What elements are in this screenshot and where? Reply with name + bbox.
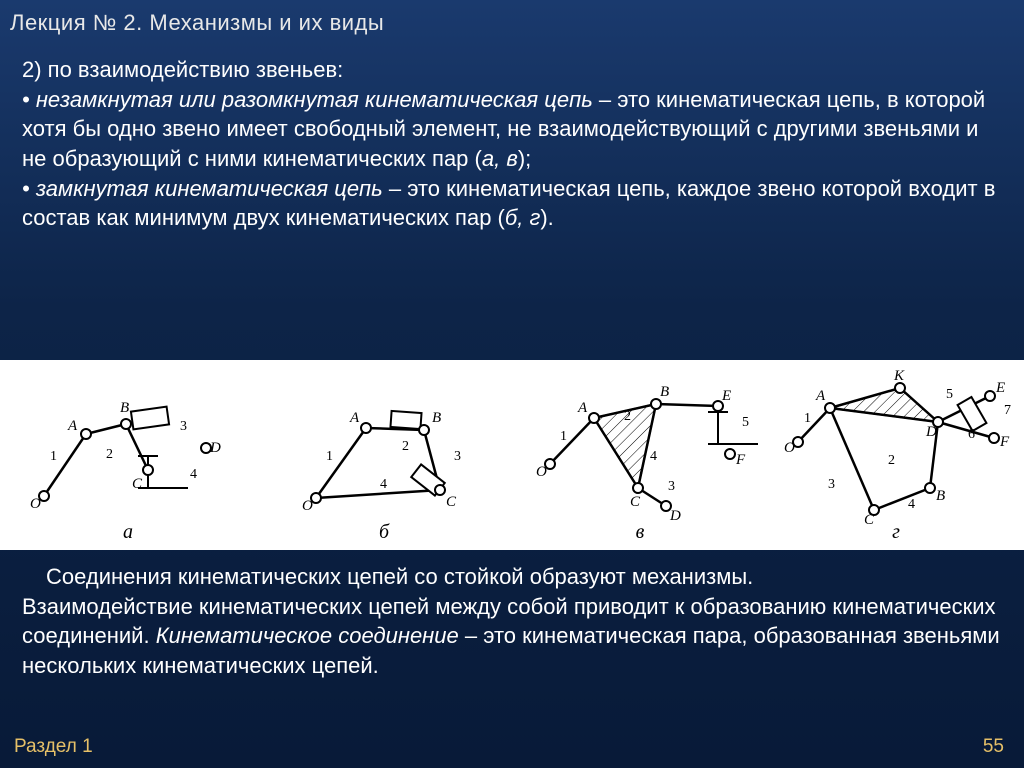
svg-text:4: 4 xyxy=(650,449,657,464)
svg-text:C: C xyxy=(446,494,457,510)
svg-text:6: 6 xyxy=(968,427,975,442)
svg-text:4: 4 xyxy=(380,477,387,492)
bullet2-end: ). xyxy=(540,205,553,230)
diagram-strip: OABCD1234 а OABC1234 б OABCDEF12345 в OA… xyxy=(0,360,1024,550)
svg-text:4: 4 xyxy=(908,497,915,512)
footer-section: Раздел 1 xyxy=(14,736,93,758)
svg-text:C: C xyxy=(132,476,143,492)
page-title: Лекция № 2. Механизмы и их виды xyxy=(10,10,384,36)
svg-text:O: O xyxy=(536,464,547,480)
svg-text:A: A xyxy=(349,410,360,426)
main-text: 2) по взаимодействию звеньев: • незамкну… xyxy=(22,55,1002,233)
bullet-1: • незамкнутая или разомкнутая кинематиче… xyxy=(22,85,1002,174)
svg-text:D: D xyxy=(925,424,937,440)
svg-text:K: K xyxy=(893,368,905,384)
svg-text:5: 5 xyxy=(742,415,749,430)
svg-text:1: 1 xyxy=(804,411,811,426)
bottom-p2-term: Кинематическое соединение xyxy=(156,623,459,648)
diagram-label-c: в xyxy=(636,521,645,544)
bullet1-term: • незамкнутая или разомкнутая кинематиче… xyxy=(22,87,593,112)
bottom-text: Соединения кинематических цепей со стойк… xyxy=(22,562,1002,681)
bullet1-refs: а, в xyxy=(482,146,518,171)
svg-text:F: F xyxy=(735,452,746,468)
svg-text:3: 3 xyxy=(828,477,835,492)
bullet-2: • замкнутая кинематическая цепь – это ки… xyxy=(22,174,1002,233)
bottom-p2: Взаимодействие кинематических цепей межд… xyxy=(22,592,1002,681)
svg-text:2: 2 xyxy=(106,447,113,462)
svg-text:1: 1 xyxy=(326,449,333,464)
svg-text:2: 2 xyxy=(402,439,409,454)
svg-text:O: O xyxy=(30,496,41,512)
svg-text:3: 3 xyxy=(454,449,461,464)
svg-text:A: A xyxy=(577,400,588,416)
bullet2-term: • замкнутая кинематическая цепь xyxy=(22,176,383,201)
diagram-b: O A B C 1 2 3 4 б xyxy=(256,360,512,550)
intro-line: 2) по взаимодействию звеньев: xyxy=(22,55,1002,85)
svg-text:2: 2 xyxy=(624,409,631,424)
svg-text:7: 7 xyxy=(1004,403,1011,418)
svg-text:D: D xyxy=(669,508,681,524)
svg-text:E: E xyxy=(721,388,731,404)
svg-text:5: 5 xyxy=(946,387,953,402)
svg-text:1: 1 xyxy=(50,449,57,464)
svg-text:4: 4 xyxy=(190,467,197,482)
diagram-a: O A B C D 1 2 3 4 а xyxy=(0,360,256,550)
svg-text:F: F xyxy=(999,434,1010,450)
svg-text:2: 2 xyxy=(888,453,895,468)
diagram-label-a: а xyxy=(123,521,133,544)
svg-text:B: B xyxy=(120,400,129,416)
bullet2-refs: б, г xyxy=(505,205,540,230)
svg-text:O: O xyxy=(784,440,795,456)
svg-text:A: A xyxy=(815,388,826,404)
svg-text:E: E xyxy=(995,380,1005,396)
svg-text:B: B xyxy=(936,488,945,504)
svg-text:C: C xyxy=(864,512,875,528)
diagram-label-d: г xyxy=(892,521,900,544)
bullet1-end: ); xyxy=(518,146,531,171)
svg-text:1: 1 xyxy=(560,429,567,444)
svg-text:B: B xyxy=(660,384,669,400)
svg-text:B: B xyxy=(432,410,441,426)
svg-text:3: 3 xyxy=(180,419,187,434)
footer-page-number: 55 xyxy=(983,736,1004,758)
svg-text:D: D xyxy=(209,440,221,456)
svg-text:C: C xyxy=(630,494,641,510)
diagram-label-b: б xyxy=(379,521,389,544)
diagram-c: O A B C D E F 1 2 34 5 в xyxy=(512,360,768,550)
svg-text:3: 3 xyxy=(668,479,675,494)
diagram-d: O A K D E F B C 1 2 3 4 5 6 7 г xyxy=(768,360,1024,550)
svg-text:O: O xyxy=(302,498,313,514)
svg-text:A: A xyxy=(67,418,78,434)
bottom-p1: Соединения кинематических цепей со стойк… xyxy=(22,562,1002,592)
